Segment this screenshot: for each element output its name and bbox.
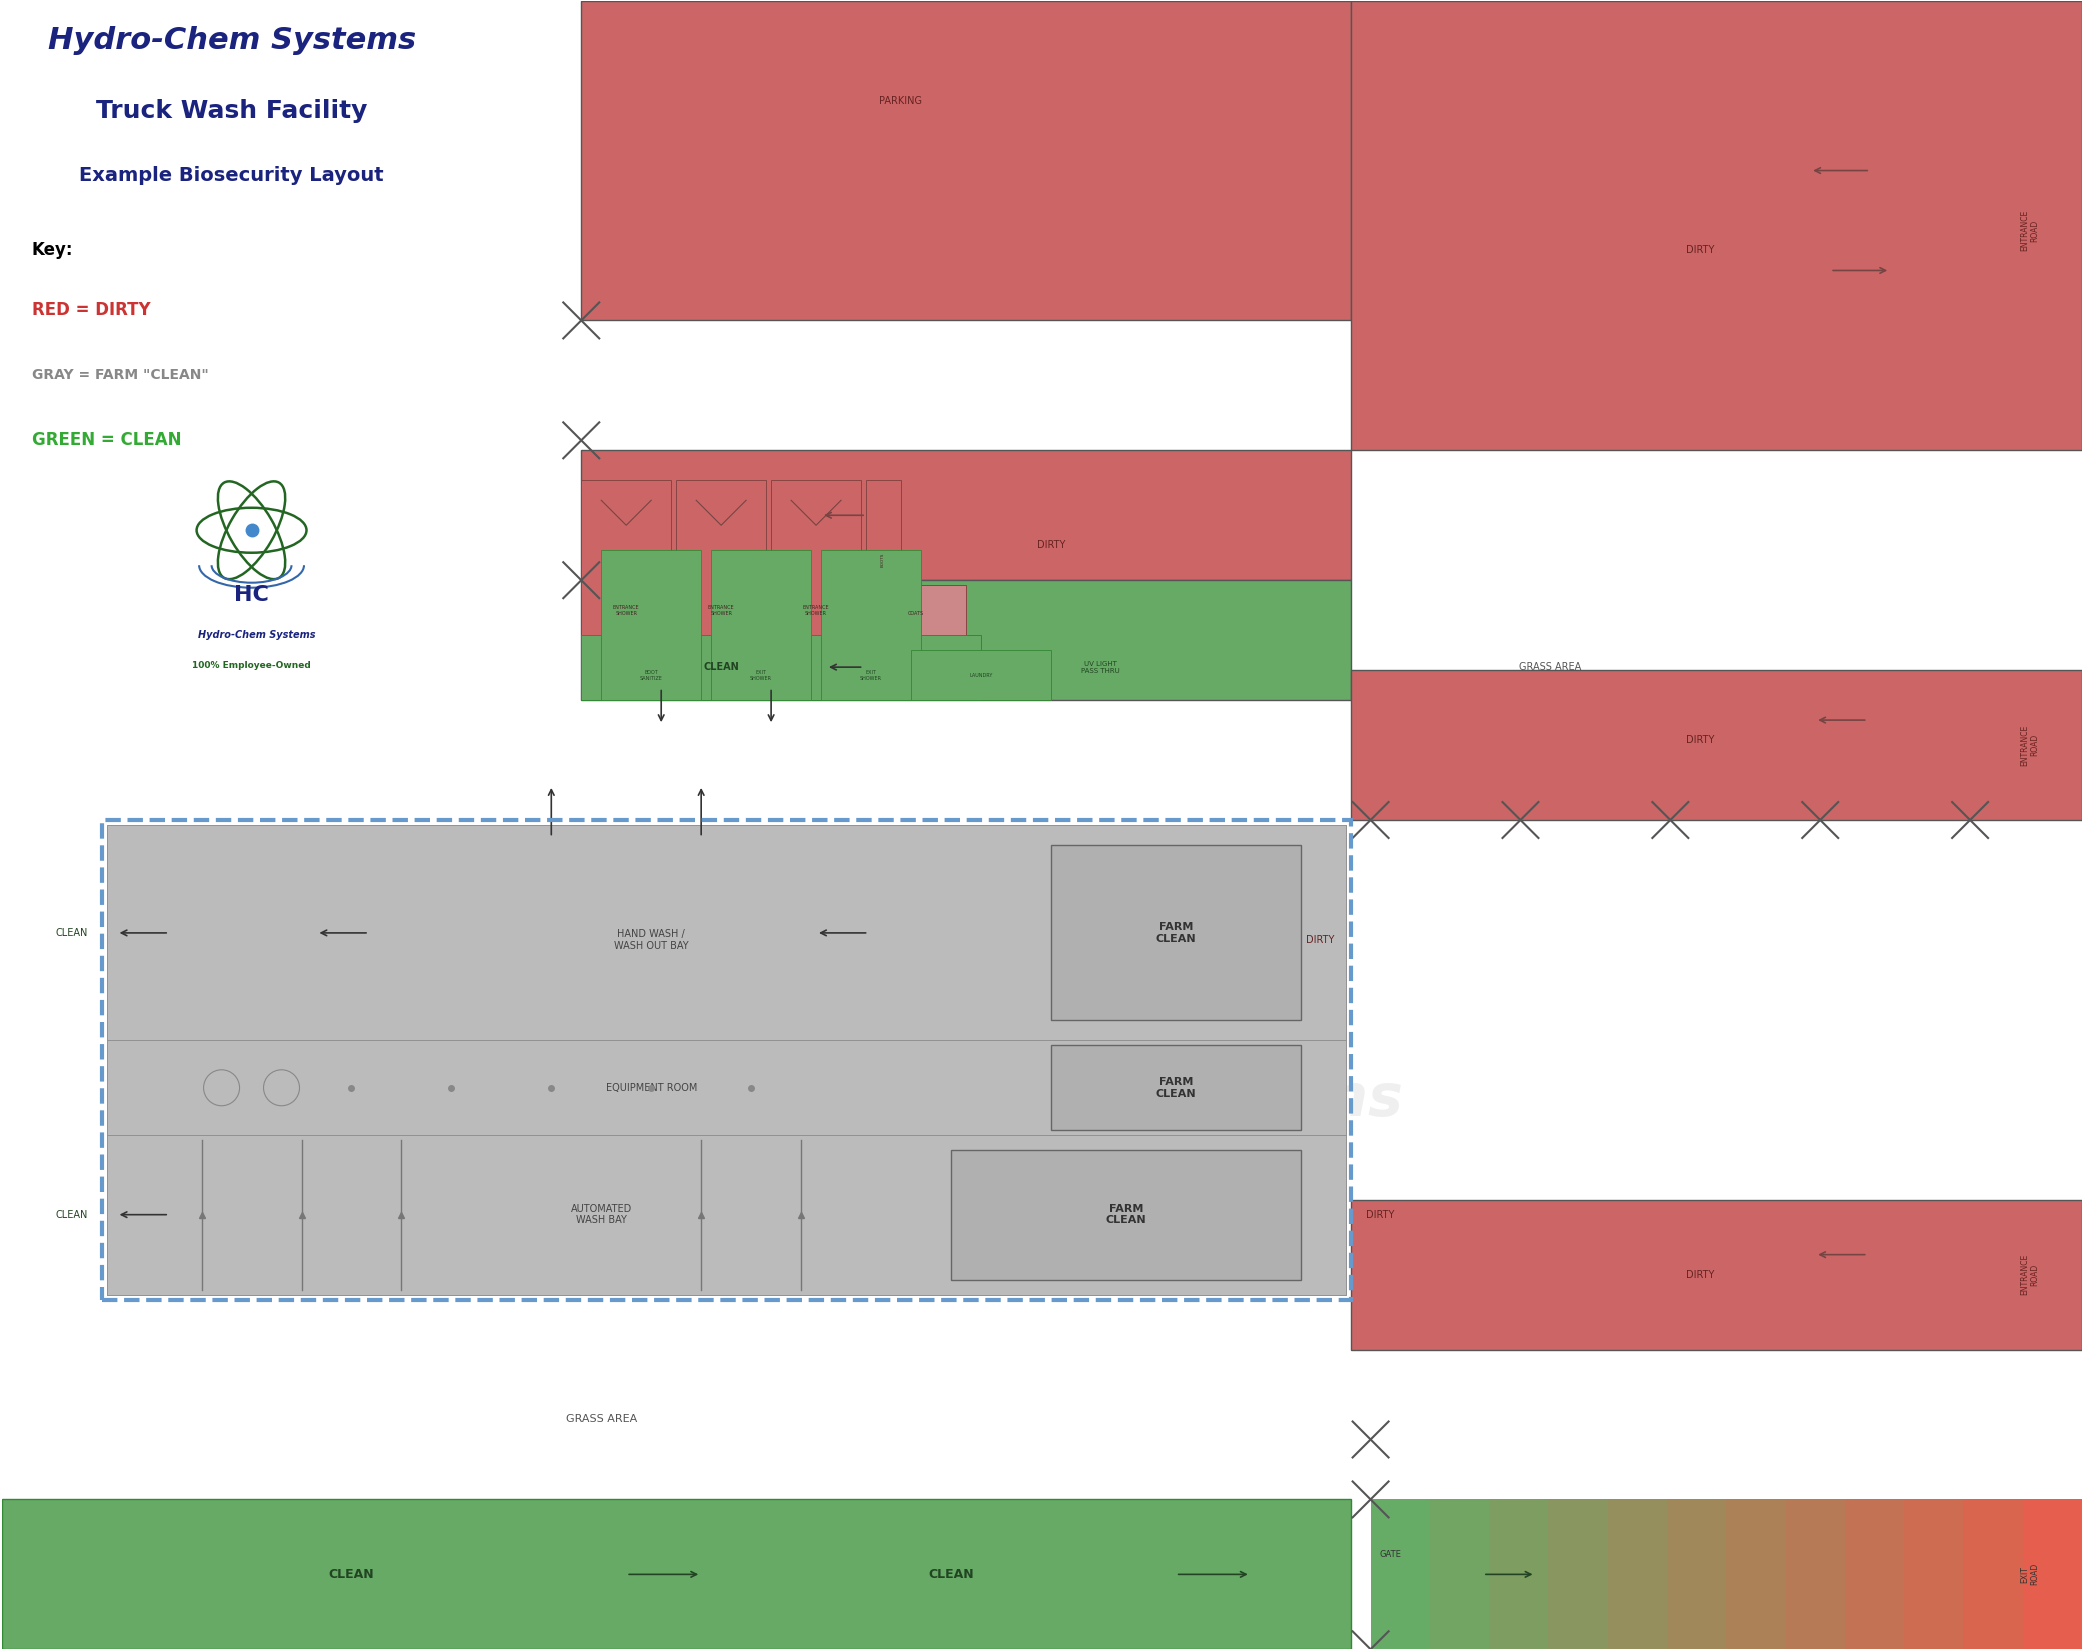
- Text: CLEAN: CLEAN: [704, 662, 739, 672]
- FancyBboxPatch shape: [912, 650, 1051, 700]
- FancyBboxPatch shape: [1370, 1500, 1432, 1650]
- FancyBboxPatch shape: [106, 1135, 1345, 1295]
- Text: ENTRANCE
ROAD: ENTRANCE ROAD: [2020, 724, 2040, 766]
- FancyBboxPatch shape: [106, 825, 1345, 1040]
- FancyBboxPatch shape: [712, 549, 812, 700]
- Text: BOOTS: BOOTS: [881, 553, 885, 568]
- Text: EQUIPMENT ROOM: EQUIPMENT ROOM: [606, 1082, 697, 1092]
- Text: ENTRANCE
SHOWER: ENTRANCE SHOWER: [708, 606, 735, 615]
- FancyBboxPatch shape: [1051, 845, 1301, 1020]
- Text: ENTRANCE
SHOWER: ENTRANCE SHOWER: [804, 606, 829, 615]
- Text: Hydro-Chem Systems: Hydro-Chem Systems: [198, 630, 314, 640]
- Text: CLEAN: CLEAN: [56, 927, 87, 937]
- Text: PARKING: PARKING: [879, 96, 922, 106]
- Text: DIRTY: DIRTY: [1686, 1269, 1713, 1280]
- Text: COATS: COATS: [908, 610, 924, 615]
- Text: Key:: Key:: [31, 241, 73, 259]
- Text: RED = DIRTY: RED = DIRTY: [31, 302, 150, 320]
- Text: CLEAN: CLEAN: [56, 1209, 87, 1219]
- FancyBboxPatch shape: [581, 0, 1351, 320]
- FancyBboxPatch shape: [1845, 1500, 1907, 1650]
- Text: DIRTY: DIRTY: [1307, 936, 1335, 945]
- FancyBboxPatch shape: [581, 480, 670, 640]
- Text: LAUNDRY: LAUNDRY: [970, 673, 993, 678]
- FancyBboxPatch shape: [1668, 1500, 1728, 1650]
- FancyBboxPatch shape: [866, 480, 902, 640]
- Text: 100% Employee-Owned: 100% Employee-Owned: [192, 660, 310, 670]
- Text: AUTOMATED
WASH BAY: AUTOMATED WASH BAY: [570, 1204, 631, 1226]
- FancyBboxPatch shape: [1549, 1500, 1609, 1650]
- Text: Hydro-Chem Systems: Hydro-Chem Systems: [697, 1071, 1403, 1129]
- FancyBboxPatch shape: [1351, 0, 2082, 450]
- Text: BOOT
SANITIZE: BOOT SANITIZE: [639, 670, 662, 680]
- FancyBboxPatch shape: [677, 480, 766, 640]
- Text: ENTRANCE
ROAD: ENTRANCE ROAD: [2020, 1254, 2040, 1295]
- Text: GREEN = CLEAN: GREEN = CLEAN: [31, 431, 181, 449]
- Text: HAND WASH /
WASH OUT BAY: HAND WASH / WASH OUT BAY: [614, 929, 689, 950]
- FancyBboxPatch shape: [1726, 1500, 1788, 1650]
- Text: HC: HC: [233, 586, 269, 606]
- FancyBboxPatch shape: [1351, 1200, 2082, 1350]
- FancyBboxPatch shape: [1430, 1500, 1491, 1650]
- Text: DIRTY: DIRTY: [1366, 1209, 1395, 1219]
- FancyBboxPatch shape: [581, 581, 1351, 700]
- FancyBboxPatch shape: [106, 825, 1345, 1295]
- FancyBboxPatch shape: [1489, 1500, 1551, 1650]
- FancyBboxPatch shape: [1786, 1500, 1847, 1650]
- Text: GRAY = FARM "CLEAN": GRAY = FARM "CLEAN": [31, 368, 208, 383]
- FancyBboxPatch shape: [951, 1150, 1301, 1280]
- Text: EXIT
SHOWER: EXIT SHOWER: [860, 670, 883, 680]
- Text: EXIT
SHOWER: EXIT SHOWER: [750, 670, 772, 680]
- FancyBboxPatch shape: [1351, 670, 2082, 820]
- FancyBboxPatch shape: [2024, 1500, 2082, 1650]
- FancyBboxPatch shape: [581, 450, 1351, 581]
- Text: ENTRANCE
ROAD: ENTRANCE ROAD: [2020, 210, 2040, 251]
- Text: FARM
CLEAN: FARM CLEAN: [1106, 1204, 1145, 1226]
- Text: DIRTY: DIRTY: [1686, 734, 1713, 746]
- Text: FARM
CLEAN: FARM CLEAN: [1156, 1077, 1195, 1099]
- Text: GATE: GATE: [1380, 1549, 1401, 1559]
- FancyBboxPatch shape: [581, 635, 981, 700]
- Text: Truck Wash Facility: Truck Wash Facility: [96, 99, 366, 122]
- Text: DIRTY: DIRTY: [1686, 246, 1713, 256]
- Text: CLEAN: CLEAN: [929, 1568, 974, 1581]
- Text: GRASS AREA: GRASS AREA: [566, 1414, 637, 1424]
- FancyBboxPatch shape: [770, 480, 862, 640]
- FancyBboxPatch shape: [820, 549, 920, 700]
- FancyBboxPatch shape: [1963, 1500, 2024, 1650]
- Text: ENTRANCE
SHOWER: ENTRANCE SHOWER: [612, 606, 639, 615]
- Text: GRASS AREA: GRASS AREA: [1520, 662, 1582, 672]
- FancyBboxPatch shape: [1905, 1500, 1965, 1650]
- Text: DIRTY: DIRTY: [1037, 540, 1066, 549]
- Text: Hydro-Chem Systems: Hydro-Chem Systems: [48, 26, 416, 54]
- FancyBboxPatch shape: [106, 1040, 1345, 1135]
- FancyBboxPatch shape: [602, 549, 702, 700]
- Text: FARM
CLEAN: FARM CLEAN: [1156, 922, 1195, 944]
- FancyBboxPatch shape: [1607, 1500, 1670, 1650]
- Text: EXIT
ROAD: EXIT ROAD: [2020, 1563, 2040, 1586]
- FancyBboxPatch shape: [2, 1500, 1351, 1650]
- Text: CLEAN: CLEAN: [329, 1568, 375, 1581]
- Text: UV LIGHT
PASS THRU: UV LIGHT PASS THRU: [1081, 660, 1120, 673]
- FancyBboxPatch shape: [1051, 1044, 1301, 1130]
- Text: Example Biosecurity Layout: Example Biosecurity Layout: [79, 167, 383, 185]
- FancyBboxPatch shape: [866, 586, 966, 640]
